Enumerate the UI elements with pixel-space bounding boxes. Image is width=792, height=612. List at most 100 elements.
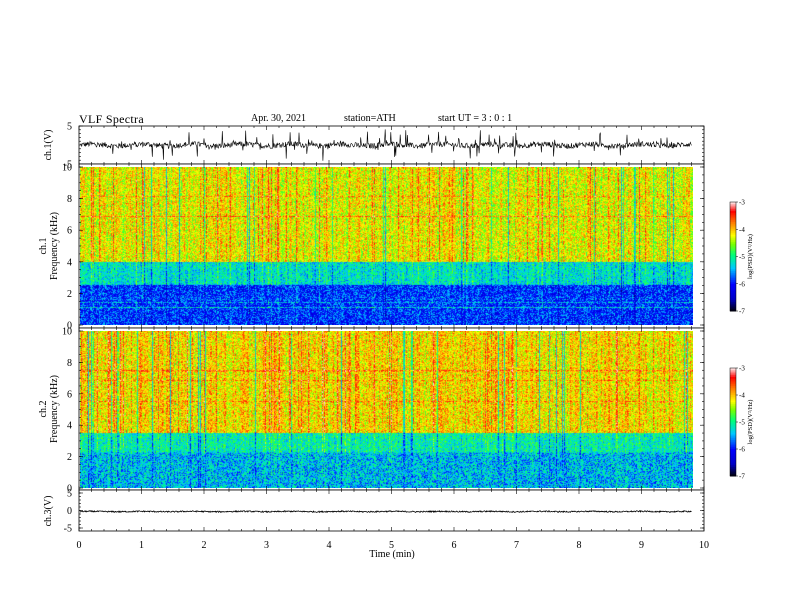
colorbar-segment — [730, 463, 736, 466]
colorbar-segment — [730, 384, 736, 387]
y-tick-label: 4 — [67, 257, 72, 268]
colorbar-segment — [730, 271, 736, 274]
y-tick-label: 0 — [67, 506, 72, 517]
colorbar-segment — [730, 291, 736, 294]
colorbar-segment — [730, 411, 736, 414]
colorbar-tick-label: -4 — [739, 392, 745, 400]
y-tick-label: 6 — [67, 226, 72, 237]
ch2-spectrogram-ylabel: ch.2Frequency (kHz) — [38, 375, 60, 443]
ch2-colorbar: -3 -4 -5 -6 -7 log(PSD)(V²/Hz) — [729, 365, 754, 481]
colorbar-segment — [730, 459, 736, 463]
y-tick-label: 2 — [67, 289, 72, 300]
colorbar-segment — [730, 287, 736, 290]
colorbar-tick-label: -7 — [739, 473, 745, 481]
colorbar-segment — [730, 456, 736, 459]
station-label: station=ATH — [344, 113, 396, 124]
colorbar-segment — [730, 209, 736, 212]
x-tick-label: 5 — [389, 540, 394, 551]
colorbar-segment — [730, 427, 736, 430]
colorbar-segment — [730, 418, 736, 421]
ch1-spectrogram-panel: 0 2 4 6 8 10 — [62, 163, 705, 332]
colorbar-segment — [730, 294, 736, 297]
colorbar-segment — [730, 436, 736, 439]
figure-title: VLF Spectra — [79, 112, 144, 126]
colorbar-segment — [730, 207, 736, 210]
ch1-spectrogram-ticks: 0 2 4 6 8 10 — [62, 163, 705, 332]
ch3-waveform-panel: 5 0 -5 — [64, 489, 705, 535]
colorbar-segment — [730, 420, 736, 423]
x-tick-label: 1 — [139, 540, 144, 551]
colorbar-segment — [730, 203, 736, 207]
colorbar-segment — [730, 272, 736, 276]
colorbar-segment — [730, 438, 736, 441]
x-tick-label: 3 — [264, 540, 269, 551]
colorbar-segment — [730, 400, 736, 403]
colorbar-segment — [730, 212, 736, 216]
colorbar-segment — [730, 218, 736, 221]
colorbar-segment — [730, 387, 736, 391]
colorbar-segment — [730, 216, 736, 219]
colorbar-segment — [730, 386, 736, 389]
x-tick-label: 6 — [452, 540, 457, 551]
x-tick-label: 8 — [577, 540, 582, 551]
x-tick-label: 2 — [202, 540, 207, 551]
colorbar-segment — [730, 202, 736, 205]
colorbar-segment — [730, 452, 736, 455]
colorbar-segment — [730, 423, 736, 427]
colorbar-segment — [730, 236, 736, 239]
colorbar-segment — [730, 431, 736, 434]
y-tick-label: 10 — [62, 327, 72, 338]
colorbar-segment — [730, 238, 736, 241]
y-tick-label: 4 — [67, 421, 72, 432]
y-tick-label: 0 — [67, 321, 72, 332]
colorbar-segment — [730, 380, 736, 383]
colorbar-segment — [730, 256, 736, 259]
colorbar-segment — [730, 472, 736, 475]
colorbar-tick-label: -5 — [739, 253, 745, 261]
colorbar-segment — [730, 261, 736, 265]
colorbar-segment — [730, 470, 736, 473]
colorbar-segment — [730, 409, 736, 412]
colorbar-segment — [730, 413, 736, 416]
colorbar-tick-label: -3 — [739, 199, 745, 207]
colorbar-segment — [730, 303, 736, 307]
colorbar-segment — [730, 432, 736, 436]
colorbar-tick-label: -3 — [739, 365, 745, 373]
colorbar-segment — [730, 368, 736, 371]
ch1-waveform-ylabel: ch.1(V) — [43, 130, 54, 161]
colorbar-segment — [730, 307, 736, 310]
colorbar-tick-label: -5 — [739, 419, 745, 427]
colorbar-segment — [730, 241, 736, 245]
colorbar-segment — [730, 214, 736, 218]
ch2-spectrogram-heatmap — [80, 331, 693, 488]
colorbar-segment — [730, 389, 736, 392]
colorbar-segment — [730, 283, 736, 287]
colorbar-segment — [730, 422, 736, 425]
x-tick-label: 0 — [77, 540, 82, 551]
ch1-waveform-line — [80, 129, 692, 161]
colorbar-segment — [730, 373, 736, 376]
y-tick-label: -5 — [64, 524, 72, 535]
colorbar-segment — [730, 465, 736, 468]
colorbar-segment — [730, 296, 736, 299]
colorbar-segment — [730, 205, 736, 208]
ch2-spectrogram-ticks: 0 2 4 6 8 10 — [62, 327, 705, 495]
colorbar-segment — [730, 251, 736, 254]
colorbar-segment — [730, 371, 736, 374]
colorbar-segment — [730, 440, 736, 443]
x-tick-label: 4 — [327, 540, 332, 551]
colorbar-segment — [730, 425, 736, 428]
colorbar-segment — [730, 276, 736, 279]
colorbar-segment — [730, 404, 736, 407]
colorbar-tick-label: -4 — [739, 226, 745, 234]
colorbar-segment — [730, 393, 736, 396]
colorbar-segment — [730, 245, 736, 248]
colorbar-segment — [730, 405, 736, 409]
x-tick-label: 7 — [514, 540, 519, 551]
colorbar-segment — [730, 300, 736, 303]
ch3-waveform-line — [79, 509, 692, 514]
colorbar-segment — [730, 281, 736, 285]
ch2-spectrogram-panel: 0 2 4 6 8 10 — [62, 327, 705, 495]
ch3-waveform-ticks: 5 0 -5 — [64, 489, 705, 535]
